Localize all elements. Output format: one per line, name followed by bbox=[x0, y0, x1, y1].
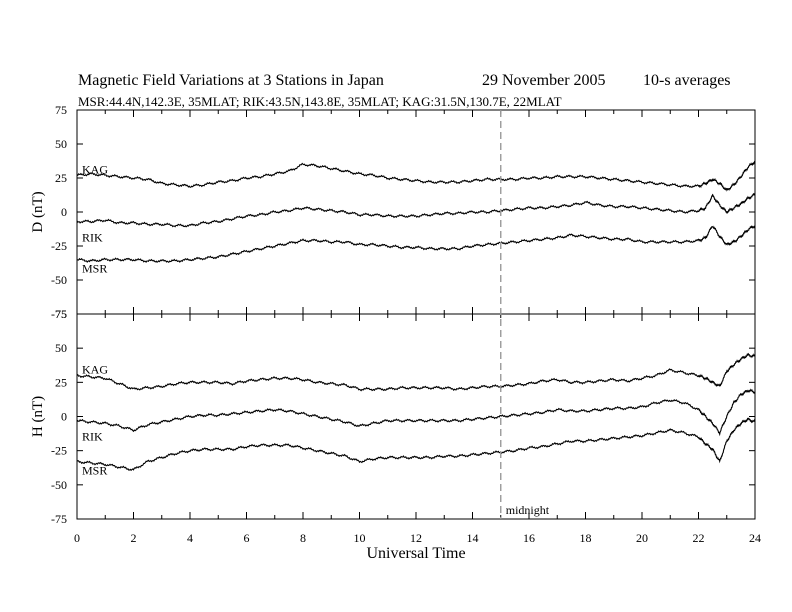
panel-frame bbox=[76, 109, 756, 315]
y-tick-label: -25 bbox=[51, 239, 67, 253]
y-tick-label: -50 bbox=[51, 273, 67, 287]
y-tick-label: -50 bbox=[51, 478, 67, 492]
x-tick-label: 24 bbox=[749, 531, 761, 545]
chart-averaging: 10-s averages bbox=[643, 72, 731, 89]
series-line-kag bbox=[77, 160, 756, 192]
x-tick-label: 0 bbox=[74, 531, 80, 545]
x-tick-label: 10 bbox=[354, 531, 366, 545]
x-tick-label: 14 bbox=[467, 531, 479, 545]
x-tick-label: 8 bbox=[300, 531, 306, 545]
series-line-msr bbox=[76, 225, 756, 264]
chart-date: 29 November 2005 bbox=[482, 72, 606, 89]
y-tick-label: 0 bbox=[61, 205, 67, 219]
series-label-rik: RIK bbox=[82, 430, 103, 444]
y-tick-label: 25 bbox=[55, 171, 67, 185]
h-panel: -75 -50 -25 0 25 50 75 H (nT) KAG RIK MSR bbox=[30, 307, 756, 526]
x-tick-label: 6 bbox=[244, 531, 250, 545]
series-line-kag bbox=[77, 352, 756, 392]
series-label-kag: KAG bbox=[82, 363, 108, 377]
y-tick-label: 50 bbox=[55, 341, 67, 355]
x-tick-label: 18 bbox=[580, 531, 592, 545]
series-line-rik bbox=[76, 388, 756, 437]
series-line-msr bbox=[76, 417, 756, 472]
series-line-rik bbox=[76, 192, 756, 228]
x-tick-label: 20 bbox=[636, 531, 648, 545]
midnight-annotation: midnight bbox=[500, 110, 550, 519]
x-tick-label: 16 bbox=[523, 531, 535, 545]
x-tick-label: 12 bbox=[410, 531, 422, 545]
midnight-label: midnight bbox=[506, 503, 550, 517]
series-label-msr: MSR bbox=[82, 262, 107, 276]
y-tick-label: -75 bbox=[51, 307, 67, 321]
station-coordinates: MSR:44.4N,142.3E, 35MLAT; RIK:43.5N,143.… bbox=[78, 94, 562, 109]
y-tick-label: 0 bbox=[61, 410, 67, 424]
y-tick-label: -75 bbox=[51, 512, 67, 526]
x-tick-label: 22 bbox=[693, 531, 705, 545]
y-tick-label: 25 bbox=[55, 375, 67, 389]
chart-title: Magnetic Field Variations at 3 Stations … bbox=[78, 72, 384, 89]
y-tick-label: -25 bbox=[51, 444, 67, 458]
x-axis-label: Universal Time bbox=[366, 545, 465, 562]
y-tick-label: 75 bbox=[55, 103, 67, 117]
x-tick-label: 2 bbox=[131, 531, 137, 545]
x-tick-label: 4 bbox=[187, 531, 193, 545]
panel-frame bbox=[76, 313, 756, 520]
series-label-msr: MSR bbox=[82, 464, 107, 478]
y-tick-label: 75 bbox=[55, 307, 67, 321]
y-axis-label: D (nT) bbox=[30, 191, 46, 232]
series-label-kag: KAG bbox=[82, 162, 108, 176]
series-label-rik: RIK bbox=[82, 231, 103, 245]
y-axis-label: H (nT) bbox=[30, 396, 46, 437]
y-tick-label: 50 bbox=[55, 137, 67, 151]
d-panel: -75 -50 -25 0 25 50 75 D (nT) KAG RIK MSR bbox=[30, 103, 756, 321]
